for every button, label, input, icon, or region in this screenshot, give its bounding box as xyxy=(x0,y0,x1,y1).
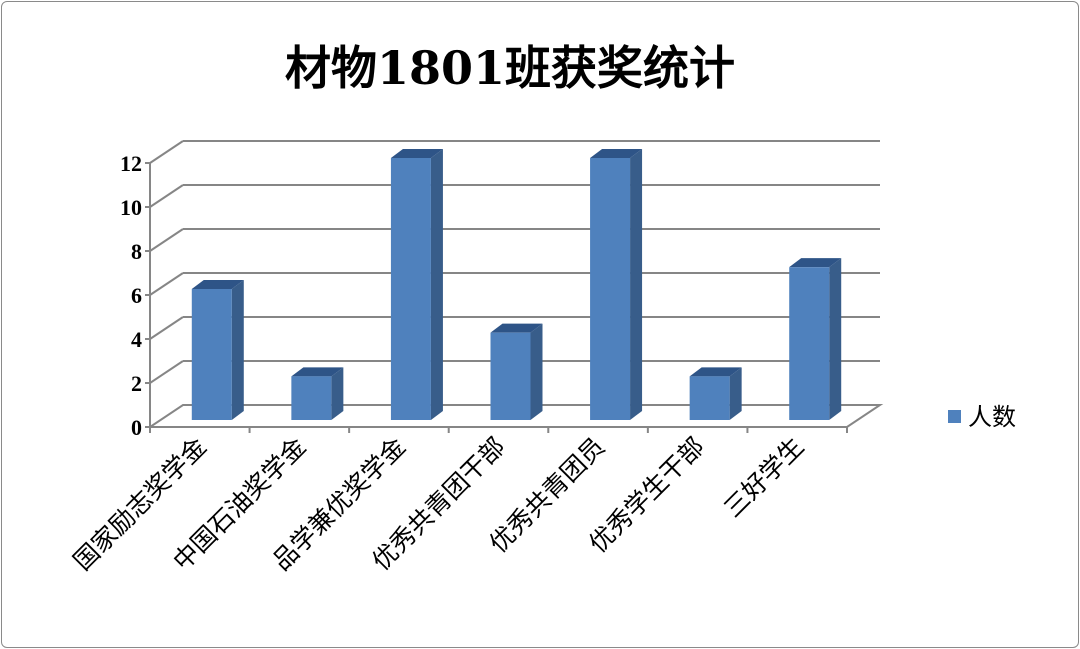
bar xyxy=(291,367,344,420)
bar-side xyxy=(530,323,543,420)
bar xyxy=(689,367,742,420)
bar-front xyxy=(789,267,830,420)
bar-side xyxy=(231,280,244,420)
legend-label: 人数 xyxy=(968,403,1016,431)
bar xyxy=(590,149,643,420)
bar-top xyxy=(390,149,443,158)
y-axis-ticks: 0 2 4 6 8 10 12 xyxy=(120,151,142,440)
bar-front xyxy=(191,289,232,420)
bar-front xyxy=(689,376,730,420)
gridline-side xyxy=(149,360,184,384)
bar xyxy=(789,258,842,420)
bar xyxy=(191,280,244,420)
legend: 人数 xyxy=(948,403,1016,431)
gridline-side xyxy=(149,140,184,164)
gridline-side xyxy=(149,184,184,208)
bars xyxy=(191,149,842,420)
gridline-side xyxy=(149,228,184,252)
y-tick-label: 10 xyxy=(120,195,142,220)
bar-side xyxy=(430,149,443,420)
bar-side xyxy=(829,258,842,420)
bar-front xyxy=(291,376,332,420)
bar-side xyxy=(331,367,344,420)
bar-front xyxy=(590,158,631,420)
y-tick-label: 8 xyxy=(131,239,142,264)
gridline-side xyxy=(149,316,184,340)
y-tick-label: 4 xyxy=(131,327,142,352)
chart-title: 材物1801班获奖统计 xyxy=(285,41,735,95)
y-tick-label: 12 xyxy=(120,151,142,176)
bar-front xyxy=(390,158,431,420)
bar-front xyxy=(490,332,531,420)
bar xyxy=(490,323,543,420)
bar-top xyxy=(291,367,344,377)
bar-top xyxy=(789,258,842,268)
gridlines xyxy=(145,140,884,433)
x-tick-label: 三好学生 xyxy=(718,432,809,523)
bar-side xyxy=(729,367,742,420)
bar-top xyxy=(490,323,543,333)
bar-top xyxy=(191,280,244,289)
y-tick-label: 2 xyxy=(131,371,142,396)
bar-top xyxy=(590,149,643,158)
y-tick-label: 6 xyxy=(131,283,142,308)
bar xyxy=(390,149,443,420)
x-axis-labels: 国家励志奖学金中国石油奖学金品学兼优奖学金优秀共青团干部优秀共青团员优秀学生干部… xyxy=(68,432,810,576)
bar-top xyxy=(689,367,742,377)
y-tick-label: 0 xyxy=(131,415,142,440)
legend-swatch xyxy=(948,410,961,423)
gridline-side xyxy=(149,272,184,296)
bar-side xyxy=(630,149,643,420)
